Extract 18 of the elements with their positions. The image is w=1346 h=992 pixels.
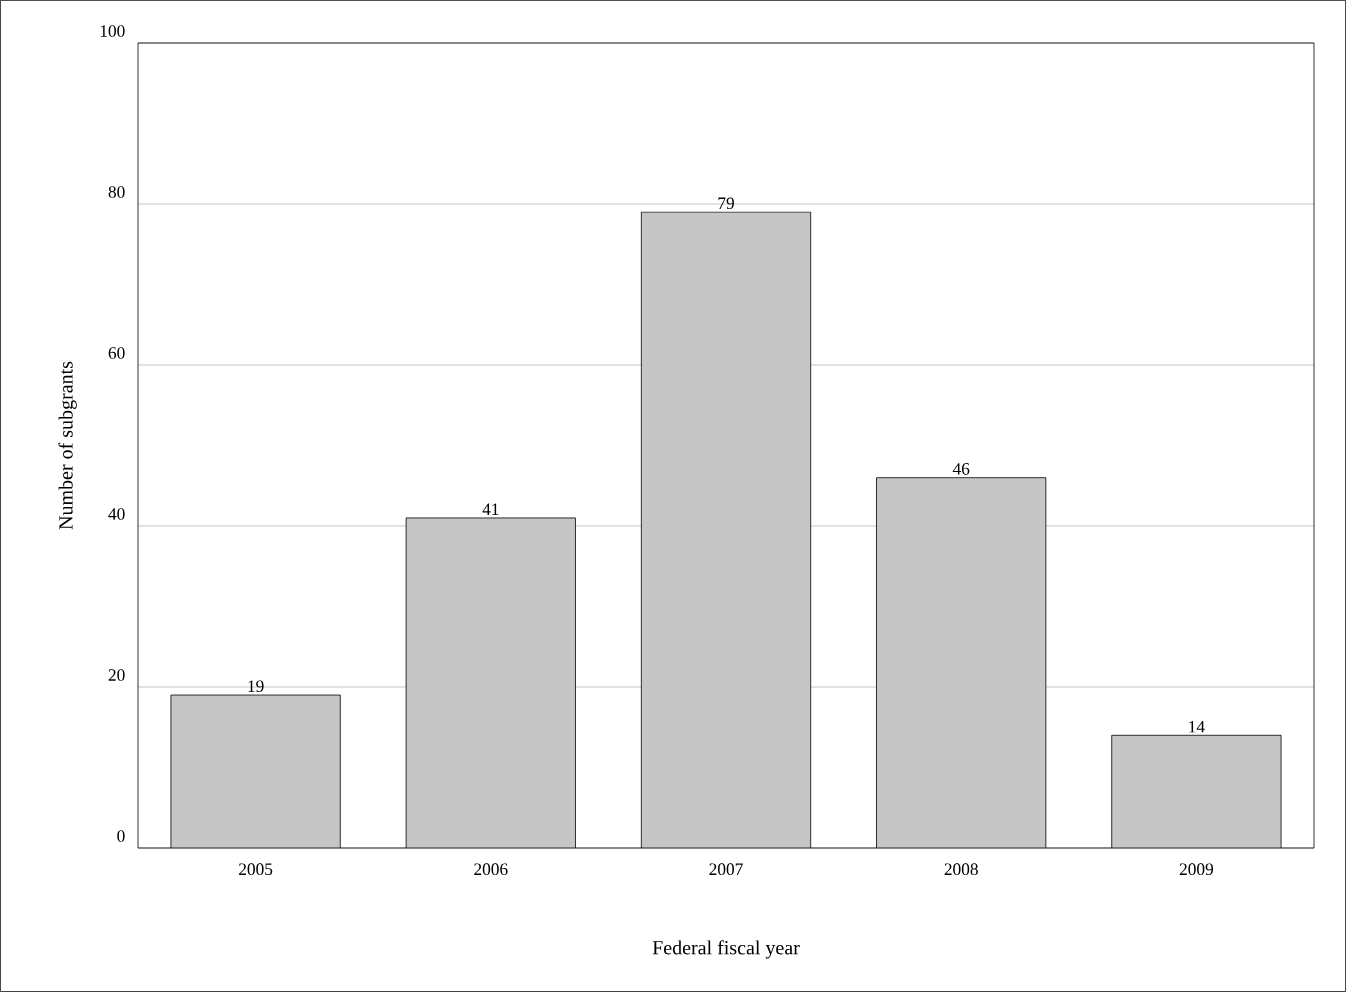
- y-tick-label: 40: [108, 508, 125, 520]
- x-tick-label: 2007: [709, 863, 743, 876]
- y-tick-label: 100: [100, 25, 125, 37]
- data-label: 14: [1189, 720, 1205, 733]
- data-label: 79: [718, 197, 734, 210]
- data-label: 41: [482, 503, 499, 516]
- x-tick-label: 2005: [239, 863, 273, 876]
- x-tick-label: 2006: [474, 863, 508, 876]
- y-tick-label: 0: [117, 830, 125, 842]
- y-axis-title: Number of subgrants: [58, 361, 77, 530]
- data-label: 46: [952, 463, 970, 475]
- y-tick-label: 60: [108, 347, 125, 359]
- x-axis-title: Federal fiscal year: [652, 940, 800, 959]
- x-tick-label: 2008: [944, 863, 978, 876]
- x-tick-label: 2009: [1179, 863, 1214, 876]
- y-tick-label: 20: [108, 669, 125, 681]
- y-tick-label: 80: [108, 186, 125, 198]
- data-label: 19: [248, 680, 264, 693]
